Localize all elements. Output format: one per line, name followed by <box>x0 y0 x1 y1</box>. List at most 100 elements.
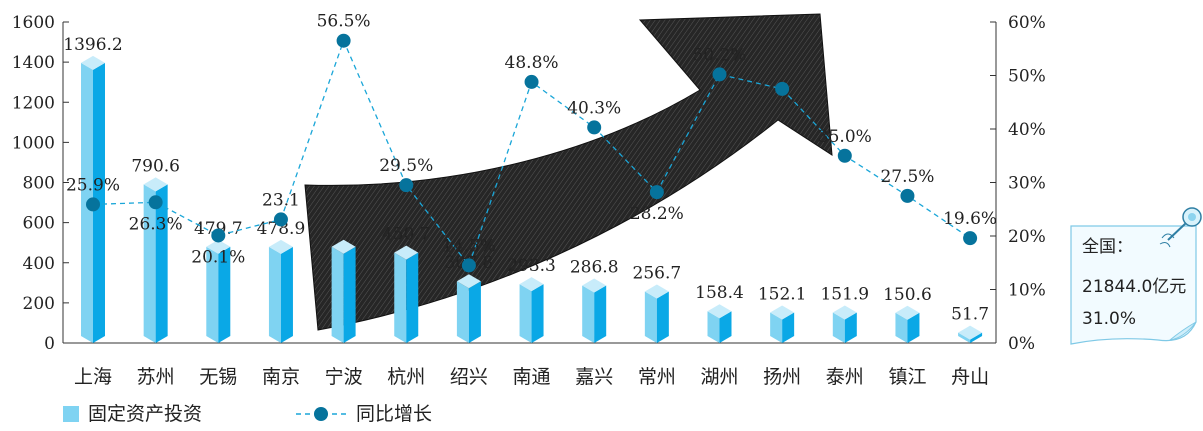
bar-front <box>770 312 783 343</box>
bar-top <box>81 55 105 70</box>
note-growth: 31.0% <box>1082 309 1136 329</box>
bar <box>143 177 168 343</box>
right-tick-label: 10% <box>1008 281 1046 301</box>
right-tick-label: 0% <box>1008 334 1035 354</box>
bar-top <box>707 304 732 319</box>
bar-side <box>218 246 231 343</box>
bar-front <box>832 312 845 343</box>
bar <box>770 305 795 343</box>
growth-marker <box>273 212 288 227</box>
growth-marker <box>587 120 602 135</box>
category-label: 扬州 <box>763 366 801 388</box>
bar-value-label: 150.6 <box>883 285 932 305</box>
legend: 固定资产投资 同比增长 <box>63 403 432 425</box>
bar-side <box>844 312 857 343</box>
note-curl <box>1168 321 1197 341</box>
growth-value-label: 20.1% <box>191 247 245 267</box>
bar <box>268 239 293 343</box>
growth-value-label: 19.6% <box>943 209 997 229</box>
right-tick-label: 30% <box>1008 174 1046 194</box>
bar-series <box>81 55 983 343</box>
bar-side <box>531 284 544 343</box>
growth-value-label: 26.3% <box>129 214 183 234</box>
legend-bar-label: 固定资产投资 <box>88 403 202 425</box>
bar <box>707 304 732 343</box>
bar-side <box>406 252 419 343</box>
bar-front <box>958 332 971 343</box>
bar <box>331 239 356 343</box>
bar-top <box>206 239 231 254</box>
category-label: 舟山 <box>951 366 989 388</box>
bar <box>206 239 231 343</box>
left-tick-label: 400 <box>23 254 55 274</box>
growth-marker <box>461 258 476 273</box>
category-label: 上海 <box>74 366 112 388</box>
bar-front <box>394 252 407 343</box>
category-label: 镇江 <box>888 366 926 388</box>
bar-side <box>782 312 795 343</box>
growth-marker <box>86 197 100 212</box>
growth-marker <box>524 74 539 89</box>
growth-value-label: 25.9% <box>66 175 120 195</box>
category-label: 湖州 <box>700 366 738 388</box>
category-label: 杭州 <box>387 366 425 388</box>
bar-side <box>594 285 607 343</box>
legend-line-label: 同比增长 <box>356 403 432 425</box>
bar-top <box>268 239 293 254</box>
bar-value-label: 158.4 <box>695 283 744 303</box>
bar-value-label: 1396.2 <box>63 35 122 55</box>
growth-marker <box>963 231 978 246</box>
bar-top <box>832 305 857 320</box>
bar-value-label: 790.6 <box>131 156 180 176</box>
bar-side <box>468 281 481 343</box>
national-note: 全国： 21844.0亿元 31.0% <box>1070 207 1202 345</box>
growth-value-label: 40.3% <box>567 98 621 118</box>
bar-side <box>719 311 732 343</box>
pushpin-icon <box>1159 207 1202 248</box>
category-label: 绍兴 <box>450 366 488 388</box>
bar-top <box>456 274 481 289</box>
category-label: 南京 <box>262 366 300 388</box>
bar-top <box>582 278 607 293</box>
growth-value-label: 35.0% <box>818 127 872 147</box>
bar <box>582 278 607 343</box>
bar-top <box>770 305 795 320</box>
bar-value-label: 450.7 <box>382 225 431 245</box>
growth-marker <box>712 67 727 82</box>
bar <box>895 305 920 343</box>
bar-top <box>394 245 419 260</box>
axes: 0 200 400 600 800 1000 1200 1400 1600 0% 10% 20% 30%… <box>12 13 1046 354</box>
category-label: 常州 <box>638 366 676 388</box>
right-tick-label: 40% <box>1008 120 1046 140</box>
left-tick-label: 600 <box>23 214 55 234</box>
right-tick-label: 50% <box>1008 67 1046 87</box>
growth-value-label: 48.8% <box>505 53 559 73</box>
bar-value-label: 256.7 <box>633 263 682 283</box>
bar-front <box>268 246 281 343</box>
bar-side <box>343 246 356 343</box>
bar <box>832 305 857 343</box>
bar-front <box>582 285 595 343</box>
bar-value-label: 152.1 <box>758 284 807 304</box>
growth-marker <box>900 188 915 203</box>
bar-value-label: 286.8 <box>570 257 619 277</box>
growth-marker <box>211 228 226 243</box>
bar <box>456 274 481 343</box>
left-tick-label: 1600 <box>12 13 55 33</box>
bar <box>394 245 419 343</box>
bar-front <box>206 246 219 343</box>
line-value-labels: 25.9% 26.3% 20.1% 23.1 56.5% 29.5% 14.5% 48.8% 4… <box>66 12 997 268</box>
legend-line-marker <box>314 407 328 421</box>
growth-value-label: 23.1 <box>262 190 300 210</box>
note-title: 全国： <box>1082 237 1133 257</box>
growth-marker <box>649 185 664 200</box>
bar-side <box>907 312 920 343</box>
growth-marker <box>399 178 414 193</box>
line-series <box>86 33 978 273</box>
note-card <box>1070 225 1197 345</box>
bar-side <box>656 291 669 343</box>
bar-top <box>143 177 168 192</box>
left-tick-label: 0 <box>44 334 55 354</box>
growth-value-label: 27.5% <box>880 167 934 187</box>
